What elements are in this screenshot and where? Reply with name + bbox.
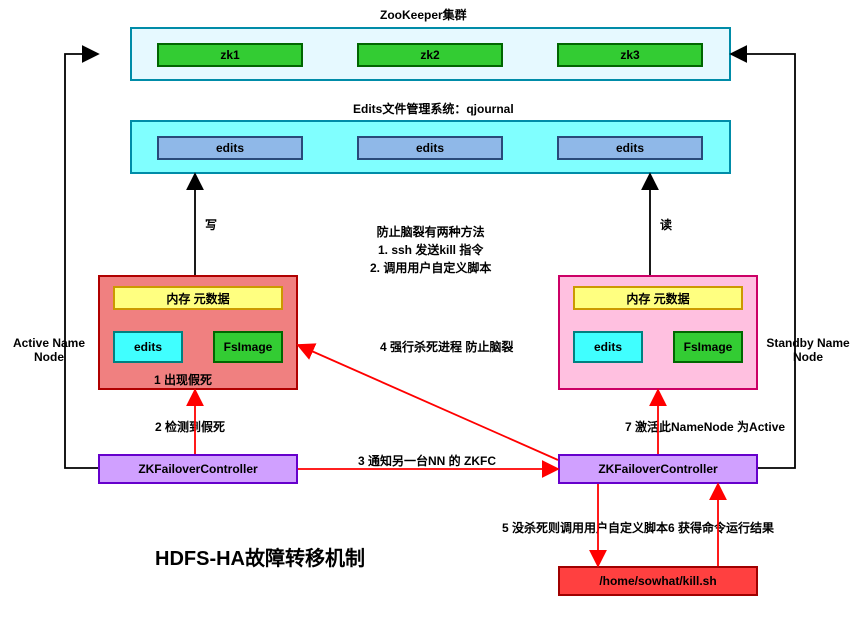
standby-nn-edits-label: edits — [594, 340, 622, 354]
zk-cluster-label: ZooKeeper集群 — [380, 6, 467, 23]
active-nn-fsimage: FsImage — [213, 331, 283, 363]
standby-nn-mem-label: 内存 元数据 — [626, 290, 689, 307]
active-nn-caption: 1 出现假死 — [154, 371, 212, 388]
zk-node-2-label: zk2 — [420, 48, 439, 62]
active-nn-side-label: Active NameNode — [4, 336, 94, 364]
active-nn-fsimage-label: FsImage — [224, 340, 273, 354]
standby-nn-fsimage: FsImage — [673, 331, 743, 363]
qj-edits-2-label: edits — [416, 141, 444, 155]
zk-node-1: zk1 — [157, 43, 303, 67]
standby-nn-edits: edits — [573, 331, 643, 363]
standby-nn-fsimage-label: FsImage — [684, 340, 733, 354]
edge-label-read: 读 — [660, 216, 672, 233]
active-nn-mem-label: 内存 元数据 — [166, 290, 229, 307]
zk-node-3-label: zk3 — [620, 48, 639, 62]
active-nn-mem: 内存 元数据 — [113, 286, 283, 310]
edge-label-6: 6 获得命令运行结果 — [668, 519, 774, 536]
kill-script-label: /home/sowhat/kill.sh — [599, 574, 716, 588]
qjournal-label: Edits文件管理系统：qjournal — [353, 100, 514, 117]
zkfc-left: ZKFailoverController — [98, 454, 298, 484]
active-nn-edits-label: edits — [134, 340, 162, 354]
edge-label-5: 5 没杀死则调用用户自定义脚本 — [502, 519, 668, 536]
edge-label-7: 7 激活此NameNode 为Active — [625, 418, 785, 435]
zk-node-3: zk3 — [557, 43, 703, 67]
kill-script-box: /home/sowhat/kill.sh — [558, 566, 758, 596]
standby-nn-side-label: Standby NameNode — [763, 336, 853, 364]
qj-edits-1: edits — [157, 136, 303, 160]
zk-node-1-label: zk1 — [220, 48, 239, 62]
zk-node-2: zk2 — [357, 43, 503, 67]
zkfc-left-label: ZKFailoverController — [138, 462, 257, 476]
diagram-title: HDFS-HA故障转移机制 — [155, 542, 365, 571]
active-nn-edits: edits — [113, 331, 183, 363]
zkfc-right-label: ZKFailoverController — [598, 462, 717, 476]
center-note: 防止脑裂有两种方法1. ssh 发送kill 指令2. 调用用户自定义脚本 — [370, 223, 491, 277]
qj-edits-3: edits — [557, 136, 703, 160]
qj-edits-2: edits — [357, 136, 503, 160]
qj-edits-1-label: edits — [216, 141, 244, 155]
edge-label-2: 2 检测到假死 — [155, 418, 225, 435]
edge-label-4: 4 强行杀死进程 防止脑裂 — [380, 338, 513, 355]
edge-label-write: 写 — [205, 216, 217, 233]
edge-label-3: 3 通知另一台NN 的 ZKFC — [358, 452, 496, 469]
qj-edits-3-label: edits — [616, 141, 644, 155]
standby-nn-mem: 内存 元数据 — [573, 286, 743, 310]
zkfc-right: ZKFailoverController — [558, 454, 758, 484]
